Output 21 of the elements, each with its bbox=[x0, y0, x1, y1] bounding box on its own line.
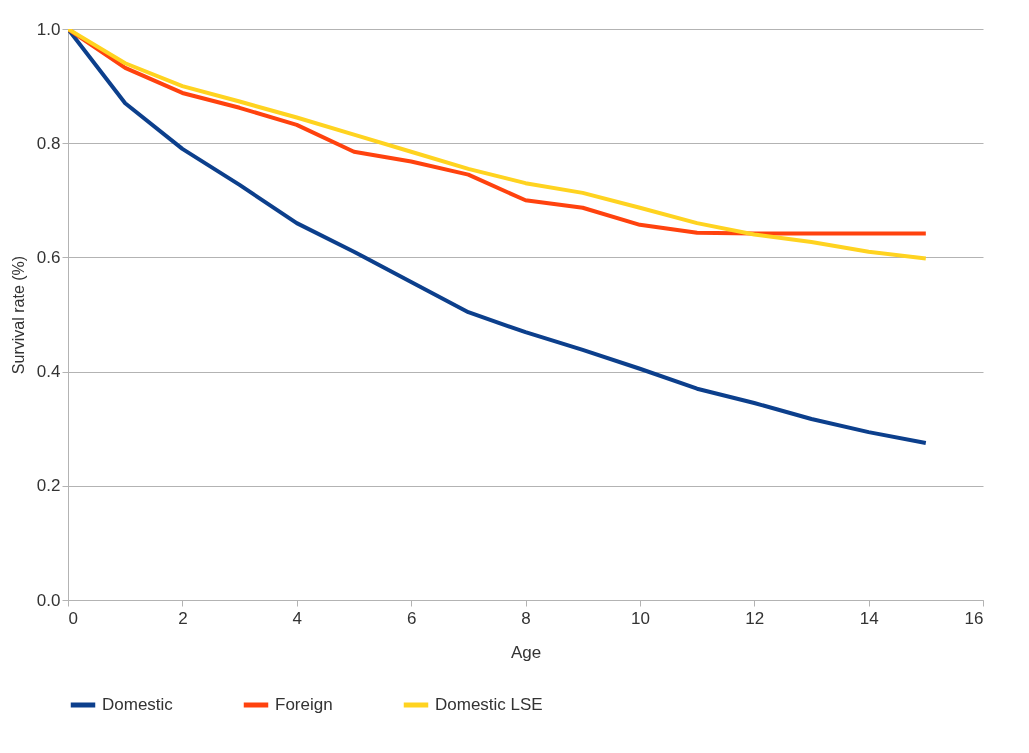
y-tick-label: 0.2 bbox=[36, 476, 61, 496]
x-tick-label: 14 bbox=[859, 608, 879, 628]
x-tick-label: 12 bbox=[745, 608, 765, 628]
x-tick-label: 0 bbox=[68, 608, 78, 628]
x-axis-title: Age bbox=[510, 642, 542, 662]
legend-label: Foreign bbox=[275, 695, 333, 714]
y-tick-label: 0.0 bbox=[36, 590, 61, 610]
x-tick-label: 2 bbox=[178, 608, 188, 628]
y-tick-label: 0.8 bbox=[36, 133, 61, 153]
x-tick-label: 16 bbox=[964, 608, 984, 628]
legend-label: Domestic LSE bbox=[435, 695, 543, 714]
y-tick-label: 0.4 bbox=[36, 362, 61, 382]
y-tick-label: 0.6 bbox=[36, 247, 61, 267]
x-tick-label: 10 bbox=[630, 608, 650, 628]
x-tick-label: 4 bbox=[292, 608, 302, 628]
y-axis-title: Survival rate (%) bbox=[9, 255, 27, 375]
x-tick-label: 8 bbox=[521, 608, 531, 628]
y-tick-label: 1.0 bbox=[36, 19, 61, 39]
legend-label: Domestic bbox=[102, 695, 174, 714]
x-tick-label: 6 bbox=[406, 608, 417, 628]
line-series bbox=[68, 29, 928, 445]
